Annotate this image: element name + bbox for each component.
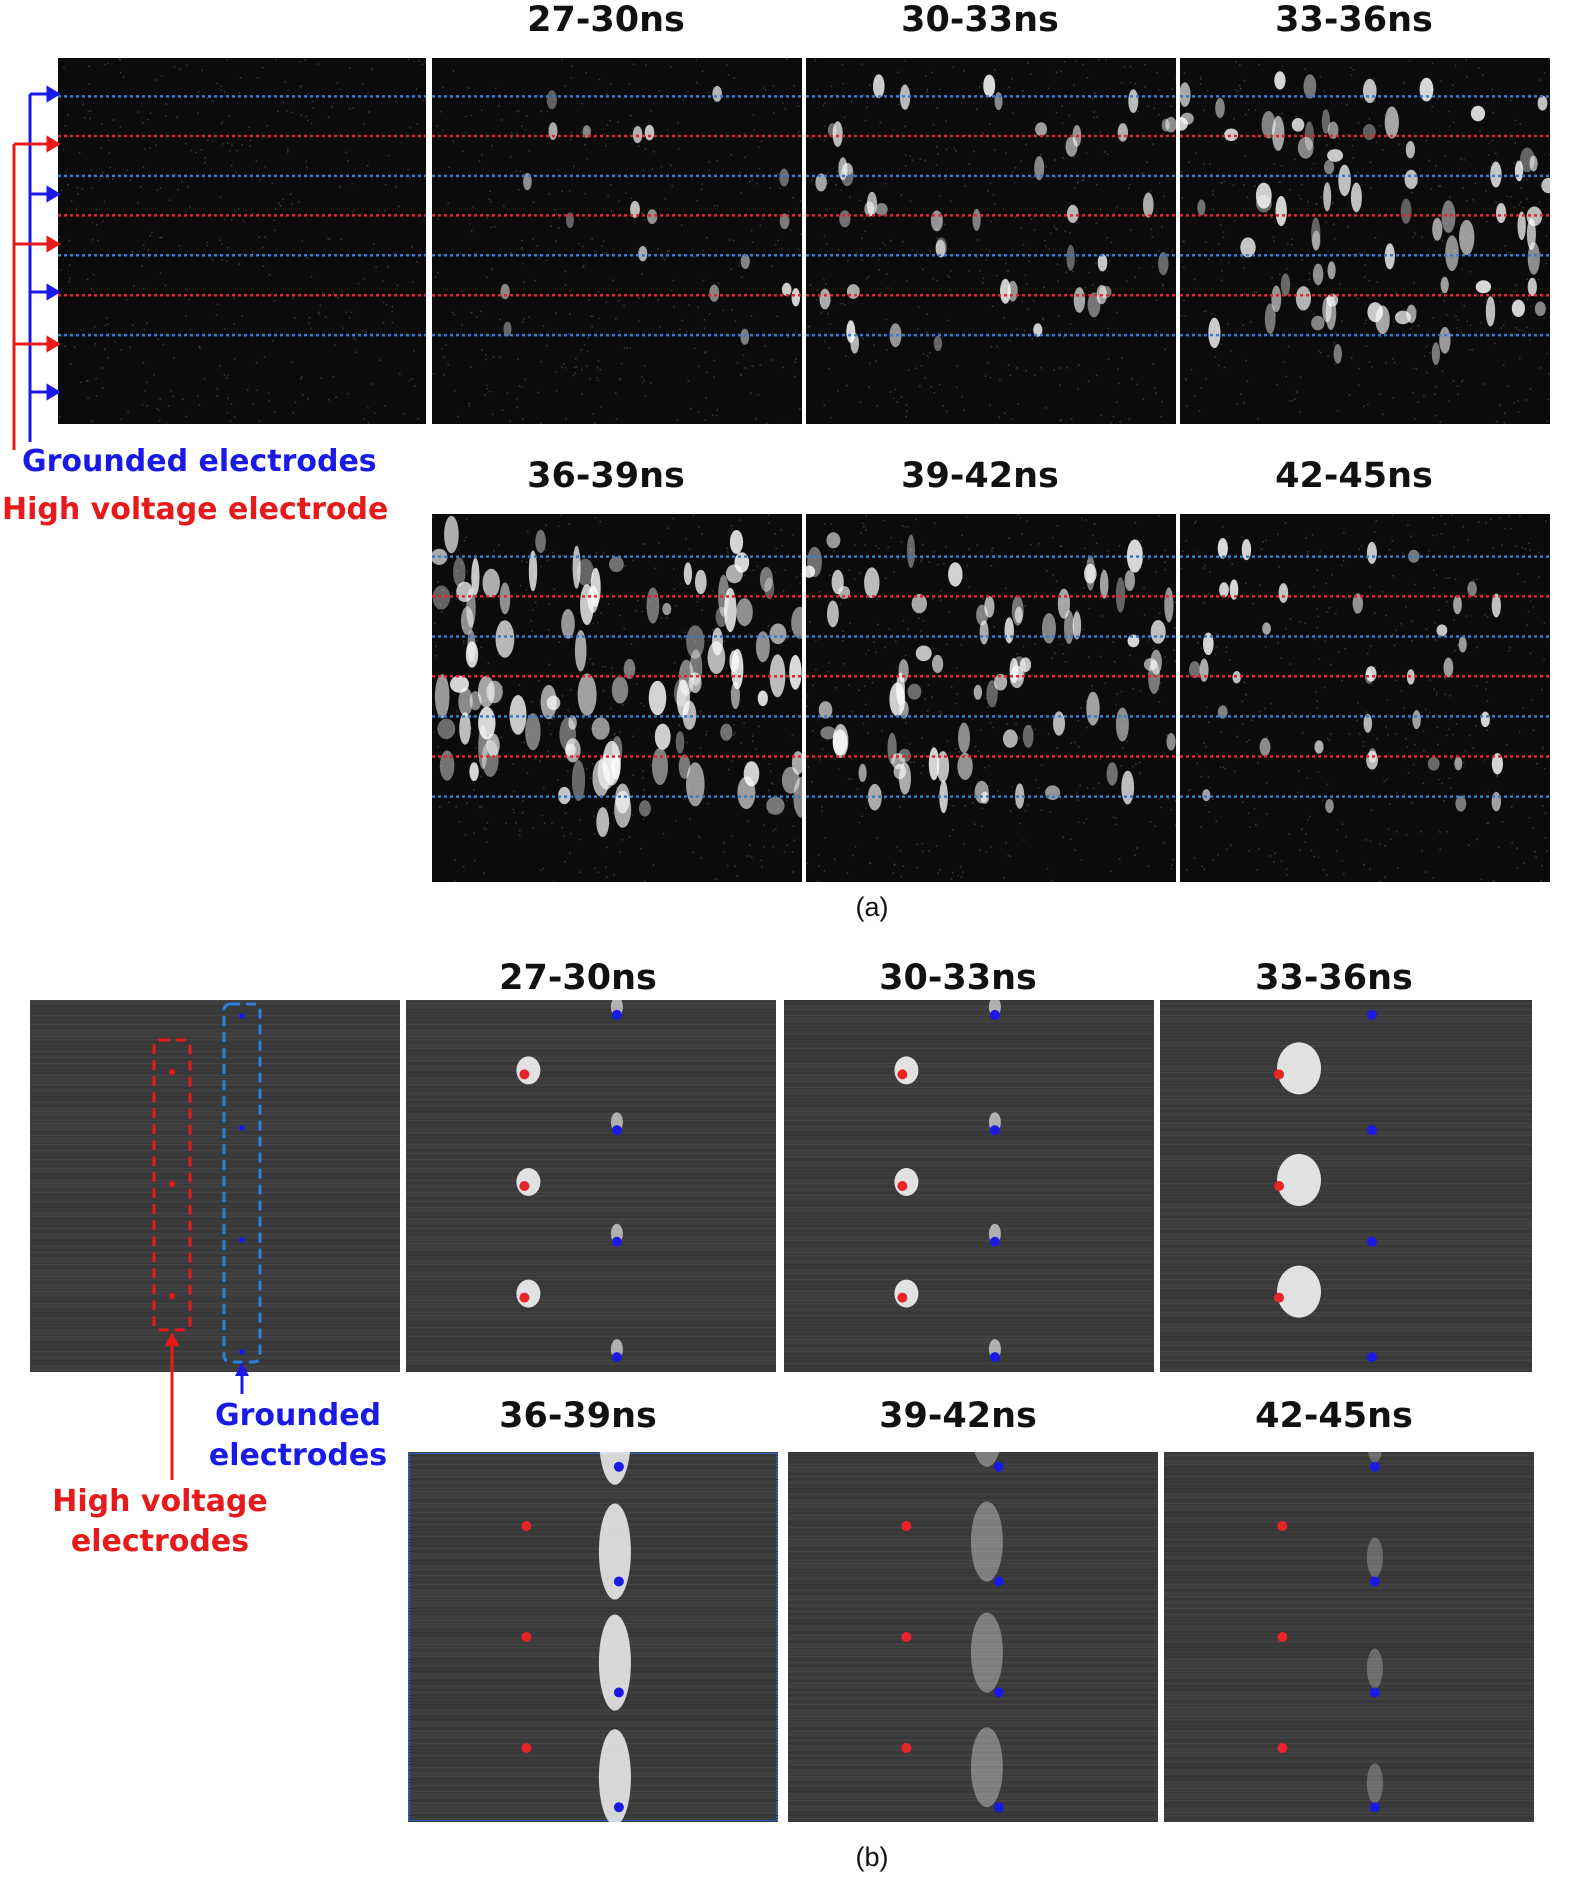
time-label-a-1: 27-30ns (527, 0, 685, 40)
time-label-b-6: 42-45ns (1255, 1396, 1413, 1436)
time-label-b-3: 33-36ns (1255, 958, 1413, 998)
image-panel-b-reference (30, 1000, 400, 1372)
image-panel-a-5 (806, 514, 1176, 882)
image-panel-b-1 (406, 1000, 776, 1372)
time-label-a-6: 42-45ns (1275, 456, 1433, 496)
image-panel-b-2 (784, 1000, 1154, 1372)
image-panel-b-4 (408, 1452, 778, 1822)
caption-a: (a) (855, 892, 889, 922)
legend-arrows-b (165, 1332, 249, 1480)
legend-high-voltage-b: High voltage electrodes (40, 1482, 280, 1562)
caption-b: (b) (855, 1842, 889, 1872)
time-label-a-4: 36-39ns (527, 456, 685, 496)
legend-high-voltage-a: High voltage electrode (2, 492, 389, 527)
time-label-b-4: 36-39ns (499, 1396, 657, 1436)
image-panel-a-2 (806, 58, 1176, 424)
image-panel-a-1 (432, 58, 802, 424)
time-label-a-3: 33-36ns (1275, 0, 1433, 40)
image-panel-a-3 (1180, 58, 1550, 424)
legend-grounded-b-line2: electrodes (208, 1438, 388, 1473)
image-panel-b-5 (788, 1452, 1158, 1822)
legend-grounded-b-line1: Grounded (214, 1398, 382, 1433)
image-panel-a-reference (58, 58, 426, 424)
legend-high-voltage-b-line1: High voltage (52, 1484, 268, 1519)
image-panel-a-6 (1180, 514, 1550, 882)
time-label-b-2: 30-33ns (879, 958, 1037, 998)
legend-grounded-a: Grounded electrodes (22, 444, 377, 479)
image-panel-b-3 (1160, 1000, 1532, 1372)
legend-grounded-b: Grounded electrodes (198, 1396, 398, 1476)
time-label-a-2: 30-33ns (901, 0, 1059, 40)
image-panel-a-4 (432, 514, 802, 882)
time-label-a-5: 39-42ns (901, 456, 1059, 496)
image-panel-b-6 (1164, 1452, 1534, 1822)
time-label-b-5: 39-42ns (879, 1396, 1037, 1436)
time-label-b-1: 27-30ns (499, 958, 657, 998)
electrode-bracket-arrows-a (12, 85, 61, 450)
legend-high-voltage-b-line2: electrodes (70, 1524, 250, 1559)
